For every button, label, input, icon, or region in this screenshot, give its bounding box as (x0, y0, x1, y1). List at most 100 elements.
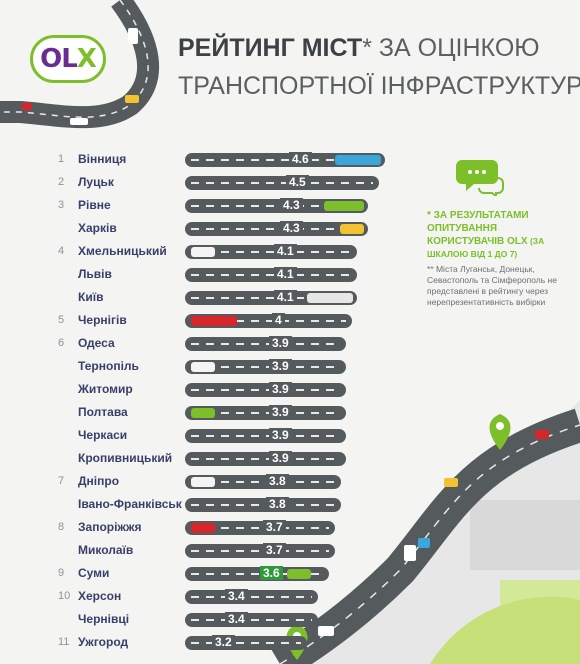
bar: 3.6 (185, 566, 329, 581)
city-label: Суми (78, 566, 110, 580)
survey-note-text: * ЗА РЕЗУЛЬТАТАМИ ОПИТУВАННЯ КОРИСТУВАЧІ… (427, 210, 529, 247)
bar-value-label: 3.9 (269, 336, 292, 350)
rank-label: 11 (58, 636, 70, 648)
city-label: Дніпро (78, 474, 120, 488)
bar-value-label: 4.1 (274, 267, 297, 281)
rank-label: 3 (58, 199, 65, 211)
car-icon (287, 569, 311, 579)
city-label: Тернопіль (78, 359, 139, 373)
bar: 3.2 (185, 635, 307, 650)
car-icon (70, 118, 88, 125)
bar-value-label: 3.9 (269, 405, 292, 419)
car-icon (191, 362, 215, 372)
bar-value-label: 3.8 (266, 497, 289, 511)
bar-value-label: 3.9 (269, 451, 292, 465)
city-label: Хмельницький (78, 244, 167, 258)
rank-label: 10 (58, 590, 71, 602)
bar-value-label: 4.3 (280, 221, 303, 235)
bar: 3.7 (185, 520, 335, 535)
city-label: Кропивницький (78, 451, 173, 465)
car-icon (191, 247, 215, 257)
city-label: Київ (78, 290, 104, 304)
survey-note: * ЗА РЕЗУЛЬТАТАМИ ОПИТУВАННЯ КОРИСТУВАЧІ… (427, 209, 577, 261)
bar: 4 (185, 313, 352, 328)
bar-value-label: 3.4 (225, 589, 248, 603)
car-icon (191, 408, 215, 418)
rank-label: 2 (58, 176, 65, 188)
bar-value-label: 3.8 (266, 474, 289, 488)
city-label: Чернігів (78, 313, 127, 327)
excluded-cities-note: ** Міста Луганськ, Донецьк, Севастополь … (427, 264, 557, 307)
car-icon (191, 316, 237, 326)
bar-value-label: 4.1 (274, 244, 297, 258)
city-label: Харків (78, 221, 117, 235)
scale-note-text: (ЗА ШКАЛОЮ ВІД 1 ДО 7) (427, 236, 545, 259)
city-label: Івано-Франківськ (78, 497, 182, 511)
bar-value-label: 4.3 (280, 198, 303, 212)
bar-value-label: 3.9 (269, 428, 292, 442)
city-label: Чернівці (78, 612, 130, 626)
bar-value-label: 3.9 (269, 359, 292, 373)
page-subtitle: ТРАНСПОРТНОЇ ІНФРАСТРУКТУРИ (178, 72, 580, 100)
bar: 4.1 (185, 267, 357, 282)
city-label: Ужгород (78, 635, 129, 649)
bar-value-label: 3.2 (212, 635, 235, 649)
city-label: Полтава (78, 405, 128, 419)
bar-value-label: 4.1 (274, 290, 297, 304)
bar: 3.9 (185, 451, 346, 466)
bar-value-label: 3.4 (225, 612, 248, 626)
bar: 3.9 (185, 382, 346, 397)
title-star: * (362, 34, 372, 62)
bar-value-label: 3.7 (263, 543, 286, 557)
city-label: Житомир (78, 382, 133, 396)
bar-value-label: 4 (272, 313, 285, 327)
bar: 3.9 (185, 336, 346, 351)
car-icon (324, 201, 364, 211)
bar-value-label: 3.6 (260, 566, 283, 580)
car-icon (335, 155, 381, 165)
bar: 3.9 (185, 428, 346, 443)
car-icon (22, 103, 32, 110)
car-icon (125, 95, 139, 103)
car-icon (418, 538, 430, 548)
map-pin-icon (489, 414, 511, 450)
title-bold: РЕЙТИНГ МІСТ (178, 34, 363, 62)
bar: 4.6 (185, 152, 385, 167)
bar: 3.8 (185, 497, 341, 512)
chat-bubbles-icon (456, 160, 504, 196)
rank-label: 5 (58, 314, 65, 326)
city-label: Черкаси (78, 428, 128, 442)
city-label: Херсон (78, 589, 122, 603)
bar: 4.1 (185, 290, 357, 305)
bar-value-label: 3.9 (269, 382, 292, 396)
page-title: РЕЙТИНГ МІСТ* ЗА ОЦІНКОЮ (178, 34, 540, 63)
bar: 3.7 (185, 543, 335, 558)
car-icon (444, 478, 458, 487)
city-label: Львів (78, 267, 112, 281)
city-label: Луцьк (78, 175, 114, 189)
logo-text: OLX (40, 44, 97, 74)
car-icon (340, 224, 364, 234)
bar: 4.5 (185, 175, 379, 190)
car-icon (191, 523, 215, 533)
city-label: Вінниця (78, 152, 127, 166)
title-rest: ЗА ОЦІНКОЮ (371, 34, 540, 62)
bar: 4.1 (185, 244, 357, 259)
bar: 3.9 (185, 405, 346, 420)
car-icon (404, 545, 416, 561)
car-icon (307, 293, 353, 303)
rank-label: 1 (58, 153, 65, 165)
bar: 3.8 (185, 474, 341, 489)
car-icon (191, 477, 215, 487)
rank-label: 8 (58, 521, 65, 533)
city-label: Миколаїв (78, 543, 134, 557)
bar: 3.9 (185, 359, 346, 374)
rank-label: 6 (58, 337, 65, 349)
car-icon (535, 430, 549, 439)
car-icon (128, 28, 138, 44)
rank-label: 7 (58, 475, 65, 487)
bar: 3.4 (185, 612, 318, 627)
bar-value-label: 4.6 (289, 152, 312, 166)
city-label: Рівне (78, 198, 111, 212)
